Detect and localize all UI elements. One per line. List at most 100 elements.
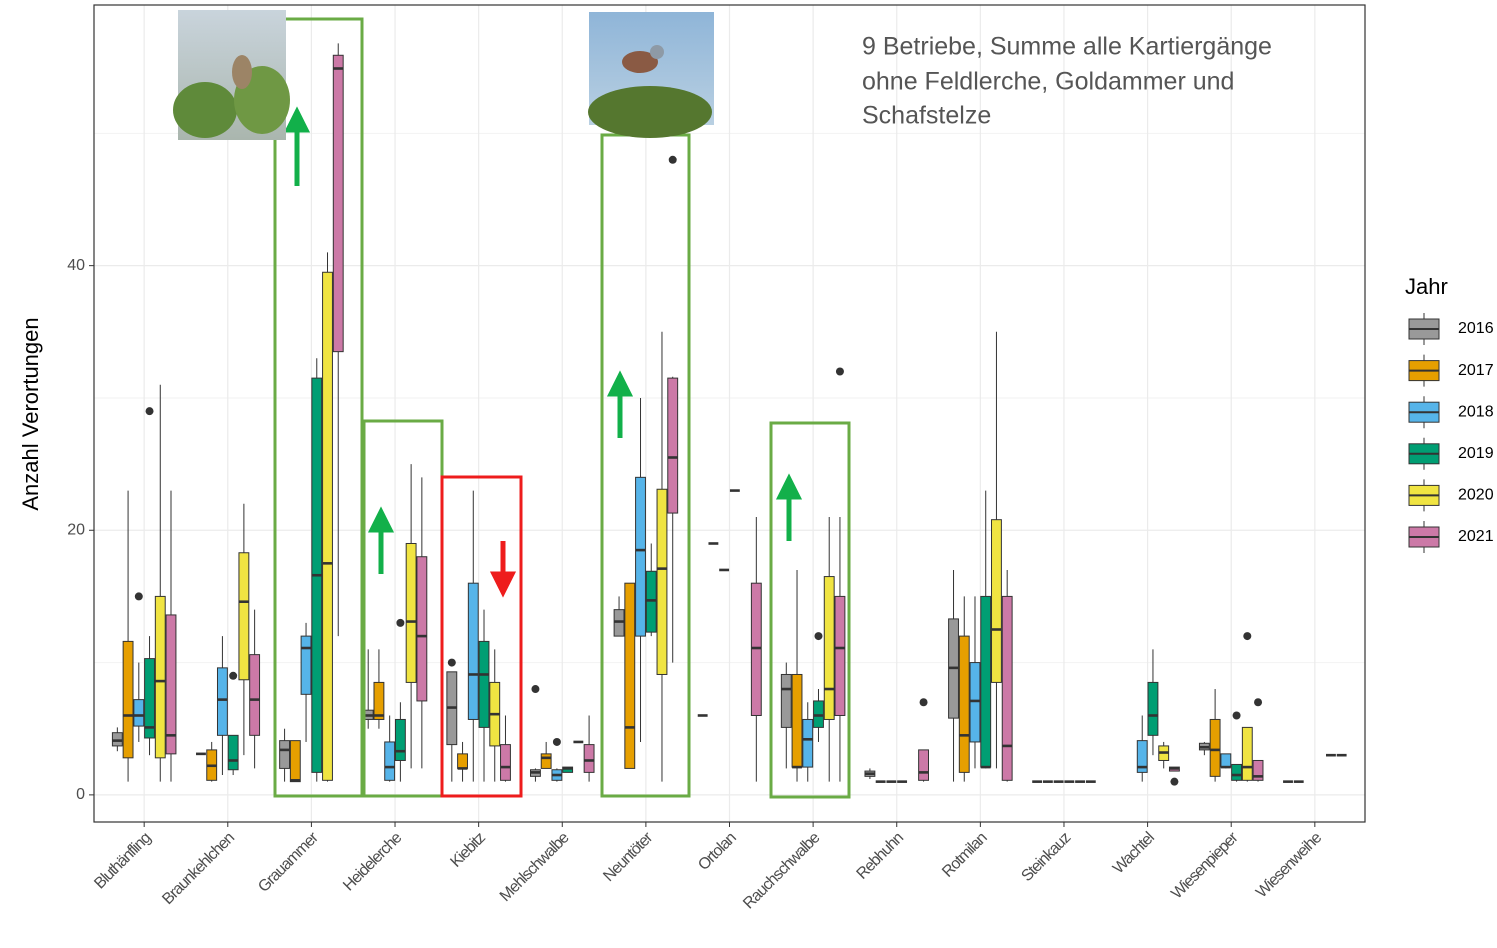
x-tick-label: Steinkauz xyxy=(1018,829,1074,885)
box xyxy=(122,640,134,759)
box xyxy=(384,741,396,781)
box xyxy=(279,740,291,769)
box xyxy=(373,681,385,720)
legend-label: 2017 xyxy=(1458,362,1494,379)
box xyxy=(823,576,835,720)
box xyxy=(133,699,145,727)
box xyxy=(289,740,301,783)
box xyxy=(750,582,762,716)
x-tick-label: Bluthänfling xyxy=(91,830,154,893)
box xyxy=(322,271,333,781)
x-tick-label: Grauammer xyxy=(255,829,322,896)
outlier xyxy=(1232,711,1241,720)
box xyxy=(111,732,123,747)
outlier xyxy=(1254,698,1263,707)
box xyxy=(227,734,239,771)
box xyxy=(500,744,511,781)
bird xyxy=(622,51,658,73)
outlier xyxy=(447,658,456,667)
arrow-head xyxy=(367,506,395,533)
outlier xyxy=(1243,632,1252,641)
box xyxy=(1136,740,1148,773)
outlier xyxy=(668,155,677,164)
legend-label: 2021 xyxy=(1458,528,1494,545)
box xyxy=(583,744,595,773)
box xyxy=(991,519,1002,683)
x-tick-label: Wiesenweihe xyxy=(1253,829,1325,901)
box xyxy=(667,377,679,514)
highlight-box xyxy=(273,17,364,798)
box xyxy=(635,476,646,637)
photo xyxy=(173,10,290,140)
box xyxy=(249,654,261,736)
box xyxy=(405,542,417,683)
x-tick-label: Braunkehlchen xyxy=(159,830,237,908)
highlights xyxy=(273,17,851,799)
bird-head xyxy=(650,45,664,59)
box xyxy=(802,718,814,768)
box xyxy=(958,635,970,773)
box xyxy=(540,753,552,769)
annotation-line: ohne Feldlerche, Goldammer und xyxy=(862,68,1234,96)
highlight-box xyxy=(440,475,523,798)
box xyxy=(394,718,406,761)
highlight-box xyxy=(769,421,851,799)
y-axis-label: Anzahl Verortungen xyxy=(18,317,43,510)
box xyxy=(656,488,668,675)
outlier xyxy=(396,618,405,627)
box xyxy=(791,673,803,768)
outlier xyxy=(531,685,540,694)
arrow-head xyxy=(775,473,803,500)
legend-title: Jahr xyxy=(1405,274,1448,299)
outlier xyxy=(145,407,154,416)
box xyxy=(1220,753,1232,768)
outlier xyxy=(919,698,928,707)
x-tick-label: Neuntöter xyxy=(600,829,657,886)
outlier xyxy=(229,671,238,680)
box xyxy=(1001,595,1013,781)
box xyxy=(467,582,479,720)
box xyxy=(457,753,468,769)
y-tick-label: 0 xyxy=(76,786,85,803)
box xyxy=(624,582,636,769)
outlier xyxy=(814,632,823,641)
legend-label: 2020 xyxy=(1458,487,1494,504)
box xyxy=(1209,718,1221,777)
box xyxy=(969,662,981,743)
legend: 2016 2017 2018 2019 2020 2021 xyxy=(1408,313,1494,553)
box xyxy=(562,766,574,773)
x-tick-label: Ortolan xyxy=(695,830,739,874)
x-tick-label: Kiebitz xyxy=(447,829,489,871)
legend-label: 2018 xyxy=(1458,403,1494,420)
annotation: 9 Betriebe, Summe alle Kartiergänge ohne… xyxy=(862,33,1272,130)
foliage xyxy=(173,82,237,138)
legend-label: 2019 xyxy=(1458,445,1494,462)
outlier xyxy=(835,367,844,376)
x-tick-label: Wachtel xyxy=(1110,829,1158,877)
y-tick-label: 40 xyxy=(67,257,85,274)
box xyxy=(478,640,490,728)
box xyxy=(645,570,657,633)
box xyxy=(238,552,250,681)
x-tick-label: Rebhuhn xyxy=(854,830,907,883)
bird xyxy=(232,55,252,89)
arrow-head xyxy=(283,106,311,133)
box xyxy=(416,556,428,702)
arrow-head xyxy=(489,571,517,598)
annotation-line: Schafstelze xyxy=(862,102,991,130)
outlier xyxy=(1170,777,1179,786)
box xyxy=(834,595,846,716)
photo xyxy=(588,12,714,138)
box xyxy=(332,54,344,353)
box xyxy=(813,700,824,728)
x-tick-label: Heidelerche xyxy=(340,829,405,894)
outlier xyxy=(552,737,561,746)
box xyxy=(980,595,992,768)
box xyxy=(780,673,792,728)
x-tick-label: Mehlschwalbe xyxy=(497,829,573,905)
x-tick-label: Rauchschwalbe xyxy=(740,829,823,912)
box xyxy=(216,667,228,736)
boxes xyxy=(111,43,1347,786)
legend-label: 2016 xyxy=(1458,320,1494,337)
